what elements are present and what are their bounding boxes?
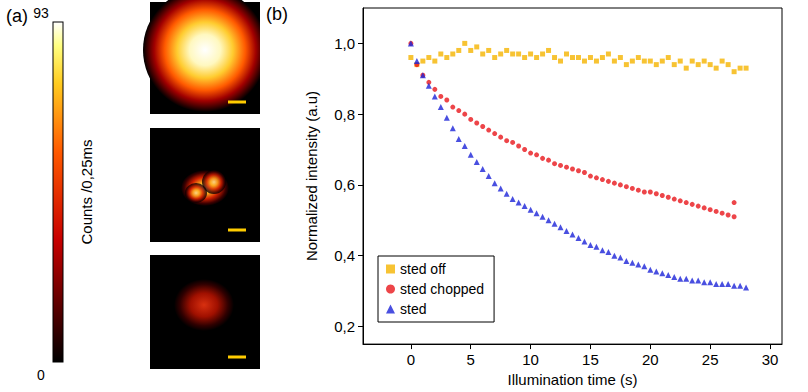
svg-text:5: 5 xyxy=(467,351,475,368)
svg-text:1,0: 1,0 xyxy=(334,35,355,52)
svg-text:93: 93 xyxy=(33,5,49,21)
svg-text:0: 0 xyxy=(37,367,45,383)
svg-text:0,6: 0,6 xyxy=(334,176,355,193)
svg-text:0,4: 0,4 xyxy=(334,247,355,264)
svg-text:0,2: 0,2 xyxy=(334,318,355,335)
svg-text:Illumination time (s): Illumination time (s) xyxy=(507,371,637,388)
svg-text:sted off: sted off xyxy=(400,261,446,277)
svg-text:Normalized intensity (a.u): Normalized intensity (a.u) xyxy=(303,91,320,261)
html-text:(b): (b) xyxy=(266,4,288,24)
svg-text:0: 0 xyxy=(407,351,415,368)
svg-text:30: 30 xyxy=(762,351,779,368)
svg-text:10: 10 xyxy=(522,351,539,368)
svg-text:Counts /0,25ms: Counts /0,25ms xyxy=(78,139,95,244)
svg-text:25: 25 xyxy=(702,351,719,368)
svg-text:(a): (a) xyxy=(6,6,28,26)
svg-text:20: 20 xyxy=(642,351,659,368)
svg-text:sted chopped: sted chopped xyxy=(400,281,484,297)
svg-text:15: 15 xyxy=(582,351,599,368)
svg-text:0,8: 0,8 xyxy=(334,106,355,123)
svg-text:sted: sted xyxy=(400,301,426,317)
